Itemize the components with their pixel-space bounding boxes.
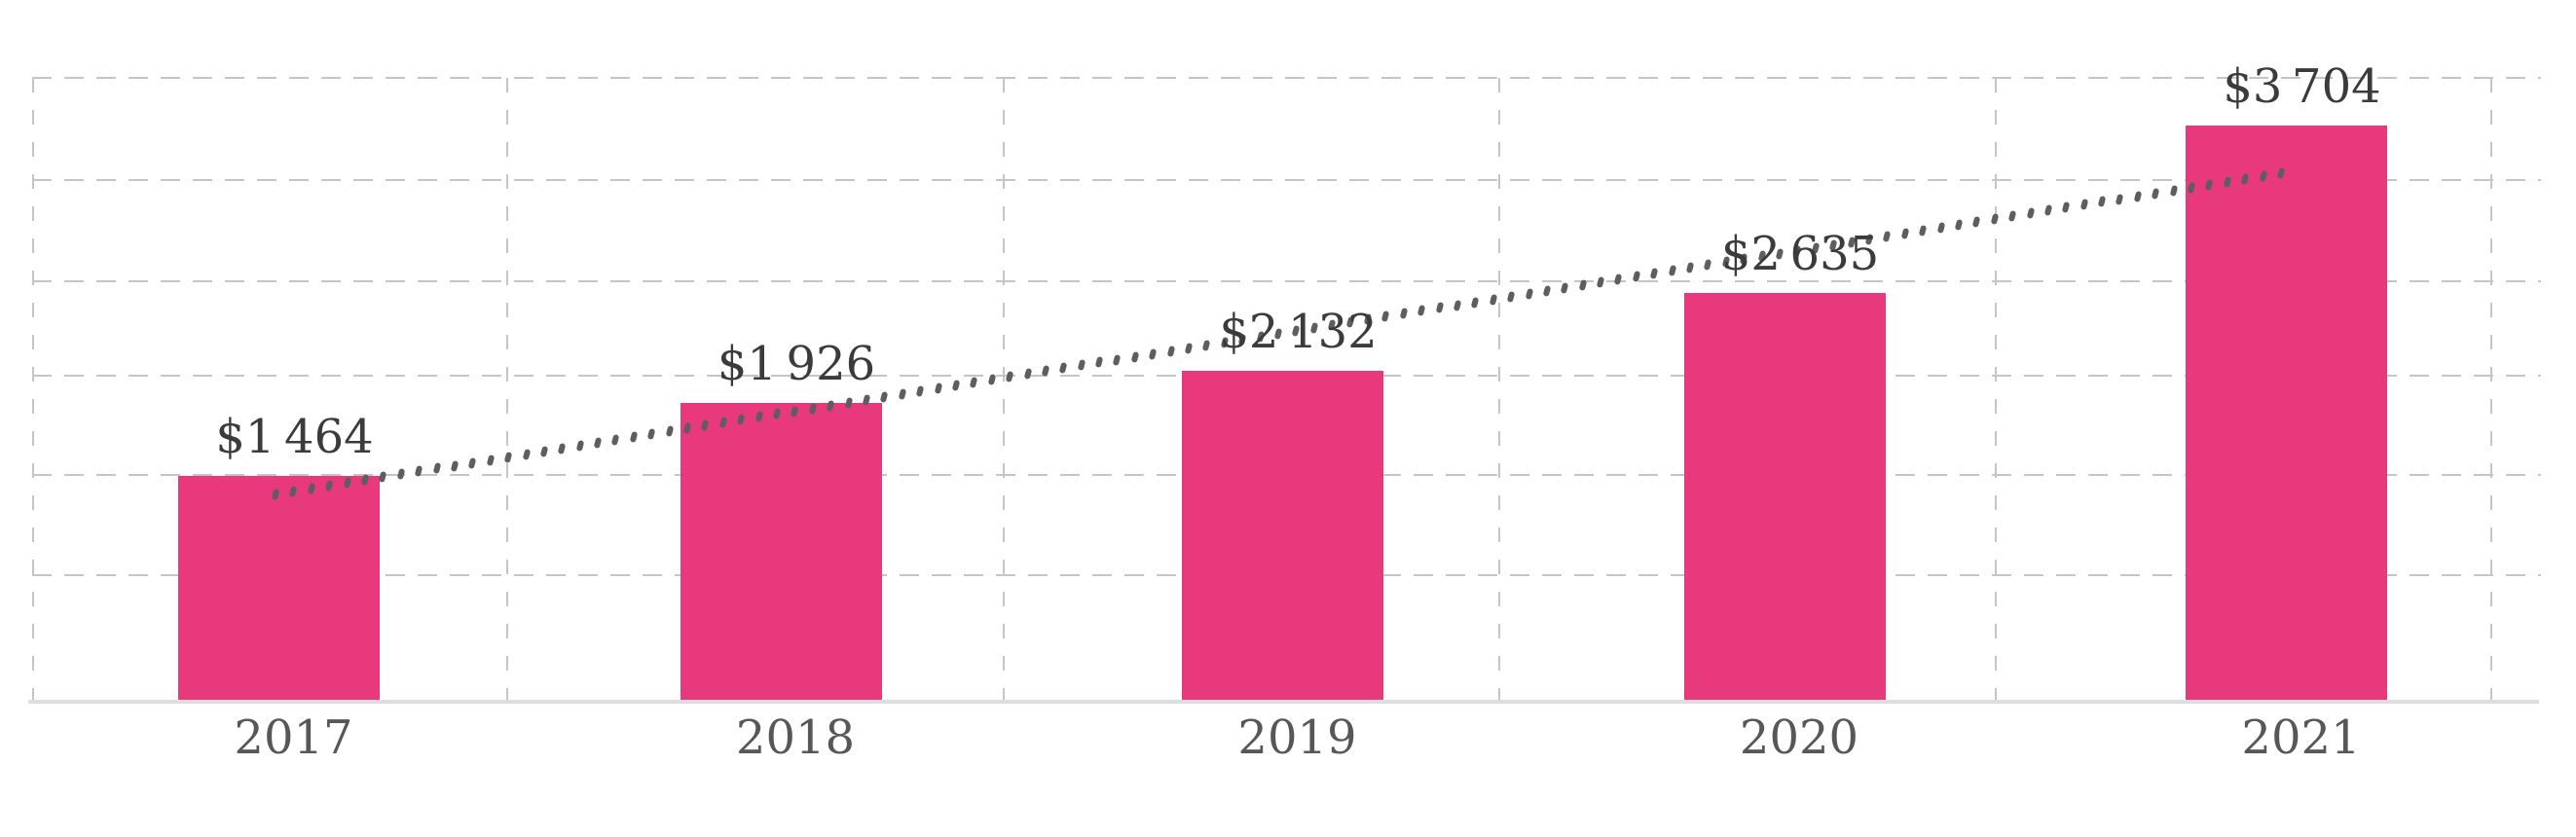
trend-dot xyxy=(1900,227,1910,239)
value-label-2021: $3 704 xyxy=(2223,59,2381,115)
value-label-2018: $1 926 xyxy=(717,337,876,392)
x-axis-label-2018: 2018 xyxy=(735,710,856,765)
trend-dot xyxy=(1077,359,1086,372)
trend-dot xyxy=(951,379,961,392)
trend-dot xyxy=(1184,342,1194,354)
trend-dot xyxy=(1130,350,1140,363)
trend-dot xyxy=(379,471,387,484)
gridline-vertical xyxy=(1498,78,1500,700)
trend-dot xyxy=(1417,305,1426,317)
trend-dot xyxy=(1166,345,1175,357)
trend-dot xyxy=(1381,310,1390,323)
trend-dot xyxy=(1971,216,1981,229)
trend-dot xyxy=(593,436,603,450)
x-axis-label-2017: 2017 xyxy=(234,710,353,765)
trend-dot xyxy=(1023,368,1032,381)
trend-dot xyxy=(2133,190,2143,202)
trend-dot xyxy=(1918,224,1928,237)
x-axis-label-2020: 2020 xyxy=(1739,710,1859,765)
trend-dot xyxy=(646,428,656,441)
trend-dot xyxy=(450,459,460,472)
gridline-horizontal xyxy=(32,179,2541,181)
trend-dot xyxy=(486,454,496,466)
trend-dot xyxy=(1506,290,1516,303)
gridline-vertical xyxy=(506,78,508,700)
bar-2021 xyxy=(2186,126,2387,700)
trend-dot xyxy=(575,439,584,452)
trend-dot xyxy=(1542,284,1552,297)
x-axis-label-2021: 2021 xyxy=(2241,710,2361,765)
trend-dot xyxy=(2007,210,2017,223)
trend-dot xyxy=(1704,259,1712,272)
trend-dot xyxy=(898,387,907,400)
trend-dot xyxy=(629,430,639,444)
trend-dot xyxy=(969,376,978,389)
gridline-vertical xyxy=(2490,78,2492,700)
gridline-vertical xyxy=(1002,78,1005,700)
trend-dot xyxy=(557,442,567,455)
trend-dot xyxy=(934,382,942,395)
bar-2018 xyxy=(680,403,882,700)
trend-dot xyxy=(1954,218,1964,232)
trend-dot xyxy=(396,468,406,481)
trend-dot xyxy=(522,448,531,460)
trend-dot xyxy=(2079,199,2088,211)
trend-dot xyxy=(2061,201,2071,214)
trend-dot xyxy=(2043,204,2053,217)
trend-dot xyxy=(2026,207,2035,220)
bar-2017 xyxy=(178,475,380,700)
trend-dot xyxy=(1685,262,1695,274)
trend-dot xyxy=(880,390,889,403)
trend-dot xyxy=(1202,339,1211,351)
trend-dot xyxy=(2116,193,2124,205)
trend-dot xyxy=(503,451,513,463)
value-label-2020: $2 635 xyxy=(1720,226,1880,281)
trend-dot xyxy=(1470,296,1480,309)
bar-2020 xyxy=(1683,292,1886,700)
gridline-vertical xyxy=(32,78,34,700)
value-label-2017: $1 464 xyxy=(215,409,374,464)
trend-dot xyxy=(1399,308,1409,320)
trend-dot xyxy=(1883,230,1892,242)
trend-dot xyxy=(1148,347,1158,360)
gridline-vertical xyxy=(1994,78,1997,700)
trend-dot xyxy=(1453,299,1462,311)
trend-dot xyxy=(1560,281,1569,294)
trend-dot xyxy=(665,425,674,438)
trend-dot xyxy=(1094,356,1104,369)
gridline-horizontal xyxy=(32,77,2541,79)
x-axis-line xyxy=(28,700,2539,704)
x-axis-label-2019: 2019 xyxy=(1237,710,1357,765)
trend-dot xyxy=(1005,371,1014,383)
trend-dot xyxy=(1435,302,1444,314)
trend-dot xyxy=(1113,353,1122,366)
trend-dot xyxy=(2169,184,2178,197)
gridline-horizontal xyxy=(32,280,2541,282)
trend-dot xyxy=(1649,268,1659,280)
trend-dot xyxy=(1596,275,1605,289)
trend-dot xyxy=(1489,293,1498,306)
trend-dot xyxy=(432,462,441,475)
trend-dot xyxy=(539,445,549,457)
bar-2019 xyxy=(1182,371,1383,700)
trend-dot xyxy=(915,384,925,398)
trend-dot xyxy=(2151,187,2160,200)
value-label-2019: $2 132 xyxy=(1219,305,1378,360)
trend-dot xyxy=(1936,221,1945,235)
trend-dot xyxy=(467,456,477,469)
trend-dot xyxy=(1668,265,1676,277)
trend-dot xyxy=(2097,196,2107,208)
trend-dot xyxy=(1058,362,1068,375)
trend-dot xyxy=(1990,213,2000,226)
trend-dot xyxy=(1525,287,1533,300)
trend-dot xyxy=(611,433,620,447)
